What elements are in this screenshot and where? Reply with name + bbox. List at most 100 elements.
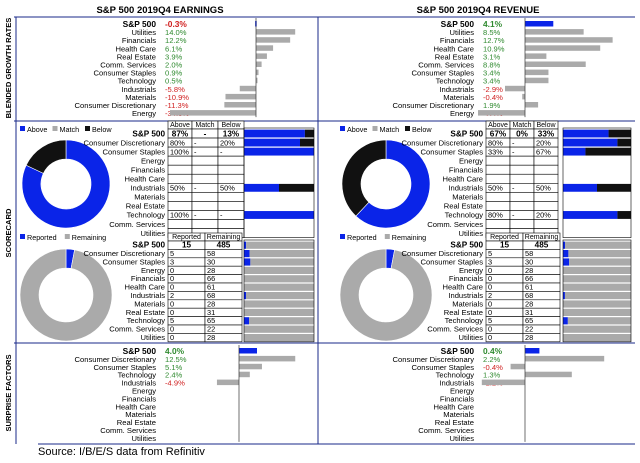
rev-rep-val-financials-1: 66 bbox=[525, 274, 533, 283]
earn-rep-val-comm-services-0: 0 bbox=[170, 325, 174, 334]
earn-rep-bar-utilities-remaining bbox=[244, 334, 314, 342]
earn-rep-bar-energy-remaining bbox=[244, 266, 314, 274]
rev-growth-cat-industrials: Industrials bbox=[439, 85, 474, 94]
rev-growth-bar-health-care bbox=[525, 45, 601, 51]
earn-beat-val-sp-500-1: - bbox=[204, 129, 207, 138]
rev-beat-cat-energy: Energy bbox=[459, 156, 483, 165]
earn-beat-bar-industrials-above bbox=[244, 183, 279, 192]
earn-beat-cell bbox=[217, 201, 245, 211]
rev-rep-val-materials-1: 28 bbox=[525, 299, 533, 308]
rev-beat-legend-swatch-match bbox=[372, 126, 378, 131]
earn-beat-legend-label-above: Above bbox=[27, 125, 47, 134]
rev-growth-cat-technology: Technology bbox=[436, 77, 475, 86]
earn-rep-bar-industrials-reported bbox=[244, 292, 246, 300]
rev-growth-value-consumer-staples: 3.4% bbox=[483, 69, 501, 78]
rev-rep-val-sp-500-1: 485 bbox=[535, 241, 549, 250]
rev-beat-cell bbox=[485, 219, 511, 229]
earn-rep-legend-label-remaining: Remaining bbox=[72, 233, 106, 242]
rev-rep-bar-sp-500-remaining bbox=[565, 241, 631, 249]
rev-rep-legend-label-remaining: Remaining bbox=[392, 233, 426, 242]
rev-beat-val-sp-500-0: 67% bbox=[490, 129, 507, 138]
earn-beat-cat-real-estate: Real Estate bbox=[126, 202, 165, 211]
earn-growth-value-comm-services: 2.0% bbox=[165, 61, 183, 70]
rev-rep-cat-utilities: Utilities bbox=[459, 333, 484, 342]
rev-rep-cat-energy: Energy bbox=[459, 266, 483, 275]
rev-growth-value-materials: -0.4% bbox=[483, 93, 503, 102]
rev-rep-val-energy-0: 0 bbox=[488, 266, 492, 275]
earn-surprise-bar-consumer-staples bbox=[239, 363, 262, 370]
section-label-scorecard: SCORECARD bbox=[4, 208, 13, 257]
earn-rep-bar-consumer-staples-remaining bbox=[250, 258, 314, 266]
rev-rep-cat-materials: Materials bbox=[452, 299, 483, 308]
earn-surprise-value-consumer-discretionary: 12.5% bbox=[165, 355, 187, 364]
earn-rep-val-technology-1: 65 bbox=[207, 316, 215, 325]
panel-title-earnings: S&P 500 2019Q4 EARNINGS bbox=[96, 5, 223, 16]
rev-rep-cat-consumer-discretionary: Consumer Discretionary bbox=[402, 249, 484, 258]
rev-beat-cat-consumer-staples: Consumer Staples bbox=[421, 147, 484, 156]
earn-beat-val-sp-500-0: 87% bbox=[172, 129, 189, 138]
earn-beat-cell bbox=[217, 192, 245, 202]
earn-surprise-cat-industrials: Industrials bbox=[121, 379, 156, 388]
rev-rep-bar-health-care-remaining bbox=[563, 283, 631, 291]
rev-beat-cell bbox=[485, 201, 511, 211]
earn-beat-val-industrials-1: - bbox=[194, 184, 197, 193]
earn-surprise-cat-health-care: Health Care bbox=[115, 402, 156, 411]
earn-beat-bar-frame bbox=[243, 127, 315, 238]
rev-growth-bar-real-estate bbox=[525, 53, 547, 59]
rev-rep-bar-technology-remaining bbox=[567, 317, 631, 325]
earn-beat-cat-consumer-staples: Consumer Staples bbox=[103, 147, 166, 156]
earn-beat-val-technology-2: - bbox=[220, 211, 223, 220]
rev-rep-val-real-estate-1: 31 bbox=[525, 308, 533, 317]
earn-rep-val-energy-0: 0 bbox=[170, 266, 174, 275]
rev-beat-cat-sp-500: S&P 500 bbox=[450, 129, 483, 138]
rev-beat-val-sp-500-2: 33% bbox=[538, 129, 555, 138]
earn-rep-bar-technology-remaining bbox=[249, 317, 314, 325]
earn-rep-cat-energy: Energy bbox=[141, 266, 165, 275]
earn-surprise-cat-real-estate: Real Estate bbox=[117, 418, 156, 427]
earn-surprise-value-technology: 2.4% bbox=[165, 371, 183, 380]
earn-beat-bar-sp-500-above bbox=[244, 129, 305, 138]
rev-beat-cell bbox=[509, 192, 535, 202]
rev-rep-cat-comm-services: Comm. Services bbox=[427, 325, 483, 334]
rev-rep-val-consumer-staples-0: 3 bbox=[488, 257, 492, 266]
rev-beat-cell bbox=[533, 192, 559, 202]
rev-growth-value-technology: 3.4% bbox=[483, 77, 501, 86]
earn-beat-cell bbox=[167, 192, 193, 202]
earn-rep-val-industrials-1: 68 bbox=[207, 291, 215, 300]
rev-beat-bar-frame bbox=[562, 127, 632, 238]
rev-rep-val-technology-0: 5 bbox=[488, 316, 492, 325]
earn-beat-val-consumer-discretionary-0: 80% bbox=[170, 138, 185, 147]
rev-growth-value-consumer-discretionary: 1.9% bbox=[483, 101, 501, 110]
rev-growth-bar-consumer-staples bbox=[525, 69, 549, 76]
earn-growth-bar-consumer-discretionary bbox=[224, 102, 256, 108]
earn-rep-cell bbox=[204, 333, 243, 343]
rev-rep-bar-industrials-reported bbox=[563, 292, 565, 300]
earn-beat-cell bbox=[217, 155, 245, 166]
earn-rep-val-sp-500-1: 485 bbox=[217, 241, 231, 250]
earn-beat-cell bbox=[191, 173, 219, 184]
rev-rep-bar-real-estate-remaining bbox=[563, 308, 631, 316]
earn-beat-cell bbox=[191, 155, 219, 166]
rev-rep-cat-consumer-staples: Consumer Staples bbox=[421, 257, 484, 266]
rev-beat-val-technology-1: - bbox=[512, 211, 515, 220]
rev-rep-cat-financials: Financials bbox=[449, 274, 483, 283]
earn-beat-cell bbox=[217, 219, 245, 229]
earn-growth-bar-financials bbox=[256, 37, 291, 43]
rev-growth-bar-energy bbox=[478, 110, 525, 116]
rev-beat-cell bbox=[485, 192, 511, 202]
rev-rep-legend-swatch-remaining bbox=[384, 234, 390, 239]
rev-growth-value-sp-500: 4.1% bbox=[483, 19, 503, 29]
rev-growth-cat-utilities: Utilities bbox=[450, 28, 475, 37]
rev-surprise-bar-sp-500 bbox=[525, 348, 540, 354]
earn-beat-cell bbox=[217, 164, 245, 175]
rev-rep-bar-consumer-discretionary-reported bbox=[563, 250, 569, 258]
earn-rep-cat-sp-500: S&P 500 bbox=[132, 241, 165, 250]
earn-rep-val-energy-1: 28 bbox=[207, 266, 215, 275]
earn-beat-head-below: Below bbox=[221, 122, 241, 129]
earn-rep-val-health-care-1: 61 bbox=[207, 283, 215, 292]
earn-rep-legend-swatch-reported bbox=[20, 234, 25, 239]
earn-beat-cat-financials: Financials bbox=[131, 165, 165, 174]
rev-beat-cell bbox=[485, 173, 511, 184]
earn-growth-cat-materials: Materials bbox=[125, 93, 156, 102]
